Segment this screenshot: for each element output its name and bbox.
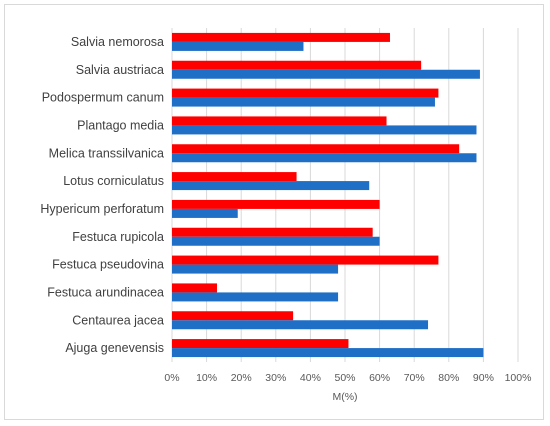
x-tick-label: 80% <box>438 372 459 384</box>
bar-series2 <box>172 125 477 135</box>
bar-series2 <box>172 236 380 246</box>
category-label: Plantago media <box>77 118 164 132</box>
category-label: Melica transsilvanica <box>49 146 164 160</box>
x-tick-label: 100% <box>505 372 532 384</box>
category-label: Festuca rupicola <box>72 230 164 244</box>
bar-series2 <box>172 181 370 191</box>
bar-series2 <box>172 97 435 107</box>
category-labels: Salvia nemorosa Salvia austriaca Podosperm… <box>40 35 164 355</box>
bar-series1 <box>172 283 217 293</box>
bar-series2 <box>172 153 477 163</box>
bar-series2 <box>172 69 480 79</box>
gridlines <box>171 28 519 362</box>
x-tick-label: 20% <box>231 372 252 384</box>
category-label: Salvia nemorosa <box>71 35 164 49</box>
bar-series2 <box>172 208 238 218</box>
bar-series2 <box>172 348 484 358</box>
x-tick-label: 50% <box>334 372 355 384</box>
bars <box>172 32 484 358</box>
bar-series1 <box>172 172 297 182</box>
category-label: Podospermum canum <box>42 91 164 105</box>
category-label: Hypericum perforatum <box>40 202 164 216</box>
bar-series2 <box>172 292 339 302</box>
bar-series1 <box>172 116 387 126</box>
bar-series2 <box>172 264 339 274</box>
category-label: Lotus corniculatus <box>63 174 164 188</box>
bar-series1 <box>172 32 390 42</box>
category-label: Festuca pseudovina <box>52 258 164 272</box>
bar-series1 <box>172 144 460 154</box>
bar-series1 <box>172 88 439 98</box>
bar-series1 <box>172 199 380 209</box>
category-label: Festuca arundinacea <box>47 285 164 299</box>
x-tick-label: 0% <box>164 372 179 384</box>
bar-series1 <box>172 227 373 237</box>
category-label: Ajuga genevensis <box>65 341 164 355</box>
x-tick-label: 70% <box>404 372 425 384</box>
bar-series2 <box>172 41 304 51</box>
category-label: Centaurea jacea <box>72 313 164 327</box>
x-tick-label: 30% <box>265 372 286 384</box>
bar-series1 <box>172 60 422 70</box>
x-axis-title: M(%) <box>332 391 357 403</box>
category-label: Salvia austriaca <box>76 63 164 77</box>
x-tick-labels: 0% 10% 20% 30% 40% 50% 60% 70% 80% 90% 100% <box>164 372 531 384</box>
bar-series1 <box>172 339 349 349</box>
x-tick-label: 90% <box>473 372 494 384</box>
x-tick-label: 60% <box>369 372 390 384</box>
bar-series2 <box>172 320 429 330</box>
bar-series1 <box>172 311 294 321</box>
x-tick-label: 10% <box>196 372 217 384</box>
bar-series1 <box>172 255 439 265</box>
x-tick-label: 40% <box>300 372 321 384</box>
